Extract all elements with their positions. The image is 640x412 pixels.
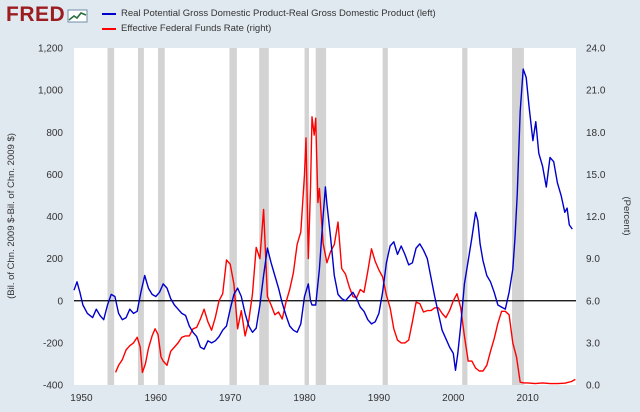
y-axis-title-right: (Percent): [621, 196, 632, 235]
y-left-tick-label: -200: [43, 338, 63, 349]
y-left-tick-label: 800: [46, 128, 63, 139]
recession-band: [158, 48, 165, 385]
y-right-tick-label: 9.0: [586, 254, 600, 265]
y-left-tick-label: -400: [43, 381, 63, 392]
y-right-tick-label: 15.0: [586, 170, 606, 181]
y-left-tick-label: 0: [57, 296, 63, 307]
x-tick-label: 1990: [368, 393, 391, 404]
y-right-tick-label: 6.0: [586, 296, 600, 307]
y-left-tick-label: 1,000: [38, 86, 63, 97]
y-axis-title-left: (Bil. of Chn. 2009 $-Bil. of Chn. 2009 $…: [6, 133, 17, 299]
x-tick-label: 2000: [442, 393, 465, 404]
x-axis-ticks: 1950 1960 1970 1980 1990 2000 2010: [70, 393, 539, 404]
series-line-fed-funds[interactable]: [114, 116, 576, 385]
trend-line-icon: [67, 9, 88, 23]
y-right-tick-label: 24.0: [586, 44, 606, 55]
x-tick-label: 1980: [293, 393, 316, 404]
legend-label-fed-funds: Effective Federal Funds Rate (right): [121, 23, 272, 34]
y-right-tick-label: 3.0: [586, 338, 600, 349]
recession-band: [304, 48, 310, 385]
recession-band: [107, 48, 115, 385]
y-right-tick-label: 0.0: [586, 381, 600, 392]
legend-swatch-blue: [102, 12, 116, 15]
recession-band: [229, 48, 237, 385]
y-right-tick-label: 12.0: [586, 212, 606, 223]
y-left-tick-label: 600: [46, 170, 63, 181]
legend: Real Potential Gross Domestic Product-Re…: [102, 6, 436, 36]
fred-logo[interactable]: FRED: [6, 3, 89, 27]
x-tick-label: 1970: [219, 393, 242, 404]
recession-band: [462, 48, 468, 385]
x-tick-label: 1960: [145, 393, 168, 404]
y-left-tick-label: 200: [46, 254, 63, 265]
left-axis-ticks: -400 -200 0 200 400 600 800 1,000 1,200: [38, 44, 63, 392]
logo-text: FRED: [6, 3, 66, 26]
legend-swatch-red: [102, 27, 116, 30]
recession-band: [137, 48, 144, 385]
legend-item-fed-funds[interactable]: Effective Federal Funds Rate (right): [102, 21, 436, 36]
x-tick-label: 1950: [70, 393, 93, 404]
recession-band: [382, 48, 388, 385]
series-line-gdp-gap[interactable]: [73, 68, 573, 371]
legend-label-gdp-gap: Real Potential Gross Domestic Product-Re…: [121, 8, 436, 19]
right-axis-ticks: 0.0 3.0 6.0 9.0 12.0 15.0 18.0 21.0 24.0: [586, 44, 606, 392]
y-left-tick-label: 400: [46, 212, 63, 223]
x-tick-label: 2010: [517, 393, 540, 404]
y-right-tick-label: 18.0: [586, 128, 606, 139]
y-right-tick-label: 21.0: [586, 86, 606, 97]
legend-item-gdp-gap[interactable]: Real Potential Gross Domestic Product-Re…: [102, 6, 436, 21]
y-left-tick-label: 1,200: [38, 44, 63, 55]
recession-band: [512, 48, 524, 385]
